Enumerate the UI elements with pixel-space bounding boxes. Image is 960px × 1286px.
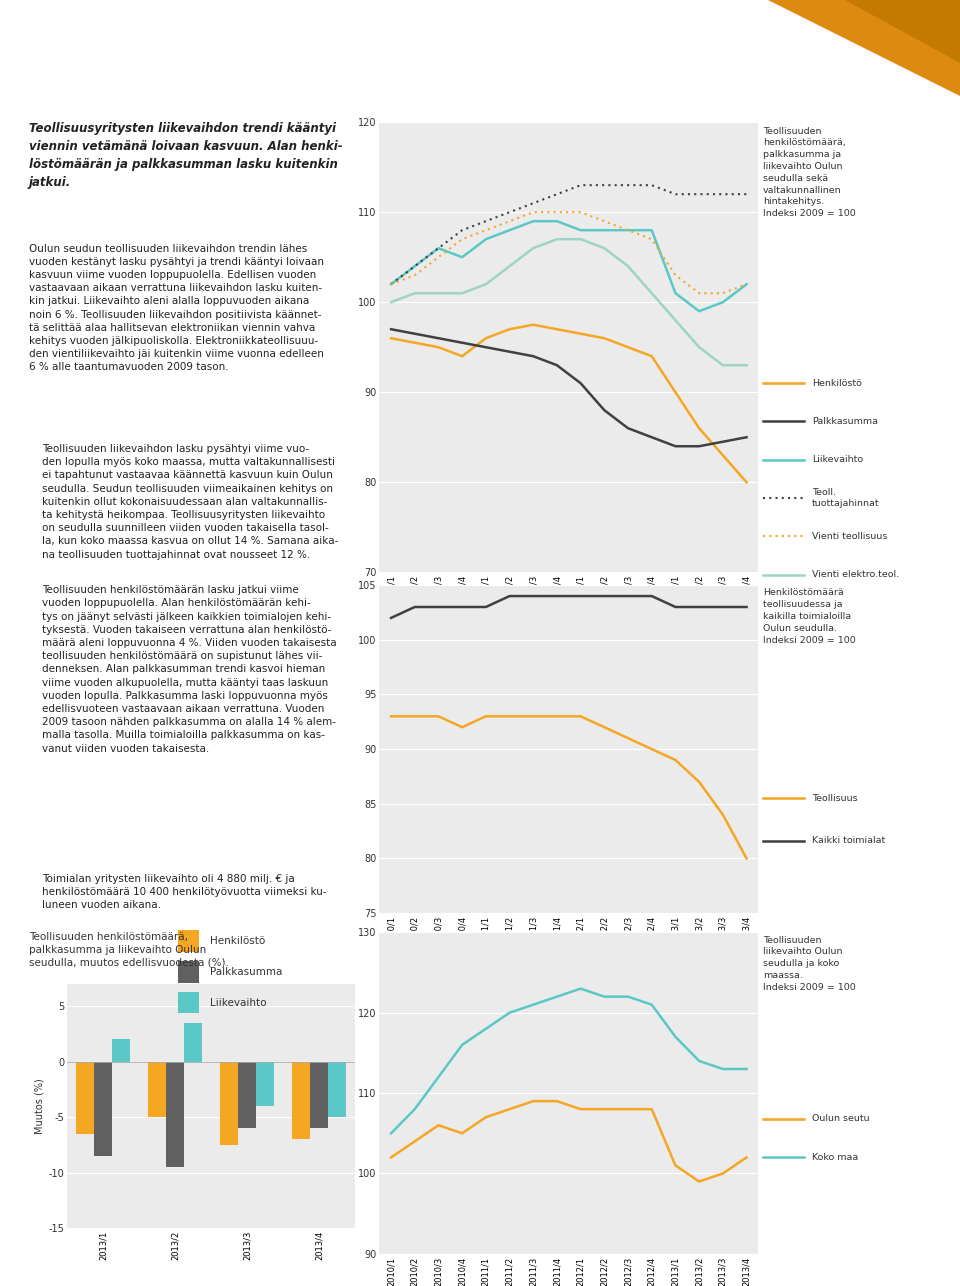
Y-axis label: Muutos (%): Muutos (%) bbox=[35, 1078, 44, 1134]
Text: 6: 6 bbox=[22, 1267, 31, 1280]
Text: Henkilöstö: Henkilöstö bbox=[812, 379, 862, 387]
Text: Vienti teollisuus: Vienti teollisuus bbox=[812, 532, 887, 540]
Bar bbox=[178, 931, 200, 952]
Text: Teollisuuden
henkilöstömäärä,
palkkasumma ja
liikevaihto Oulun
seudulla sekä
val: Teollisuuden henkilöstömäärä, palkkasumm… bbox=[763, 127, 856, 219]
Bar bbox=[112, 1039, 131, 1061]
Bar bbox=[184, 1022, 203, 1061]
Bar bbox=[148, 1061, 166, 1118]
Text: Oulun seutu: Oulun seutu bbox=[812, 1115, 870, 1123]
Text: Liikevaihto: Liikevaihto bbox=[210, 998, 267, 1008]
Bar bbox=[178, 962, 200, 983]
Bar bbox=[292, 1061, 310, 1139]
Bar bbox=[328, 1061, 347, 1118]
Text: Palkkasumma: Palkkasumma bbox=[812, 417, 877, 426]
Text: Teollisuus: Teollisuus bbox=[812, 793, 857, 802]
Polygon shape bbox=[768, 0, 960, 96]
Polygon shape bbox=[845, 0, 960, 63]
Text: Henkilöstö: Henkilöstö bbox=[210, 936, 265, 946]
Bar bbox=[256, 1061, 275, 1106]
Bar bbox=[76, 1061, 94, 1134]
Text: Teollisuuden liikevaihdon lasku pysähtyi viime vuo-
den lopulla myös koko maassa: Teollisuuden liikevaihdon lasku pysähtyi… bbox=[42, 444, 339, 559]
Text: Teollisuuden henkilöstömäärän lasku jatkui viime
vuoden loppupuolella. Alan henk: Teollisuuden henkilöstömäärän lasku jatk… bbox=[42, 585, 337, 754]
Text: Oulun seudun teollisuuden liikevaihdon trendin lähes
vuoden kestänyt lasku pysäh: Oulun seudun teollisuuden liikevaihdon t… bbox=[29, 244, 324, 373]
Bar bbox=[178, 993, 200, 1013]
Text: Liikevaihto: Liikevaihto bbox=[812, 455, 863, 464]
Text: Teollisuus: Teollisuus bbox=[21, 17, 206, 50]
Bar bbox=[238, 1061, 256, 1128]
Text: Teollisuus, sähkö-, kaasu- ja lämpöhuolto, vesi- ja jätevesihuolto, jäte- ja ymp: Teollisuus, sähkö-, kaasu- ja lämpöhuolt… bbox=[21, 75, 608, 84]
Text: Koko maa: Koko maa bbox=[812, 1154, 858, 1161]
Bar bbox=[310, 1061, 328, 1128]
Text: Vienti elektro.teol.: Vienti elektro.teol. bbox=[812, 570, 899, 579]
Text: Teoll.
tuottajahinnat: Teoll. tuottajahinnat bbox=[812, 489, 879, 508]
Text: Teollisuuden
liikevaihto Oulun
seudulla ja koko
maassa.
Indeksi 2009 = 100: Teollisuuden liikevaihto Oulun seudulla … bbox=[763, 936, 856, 992]
Text: Palkkasumma: Palkkasumma bbox=[210, 967, 282, 977]
Bar bbox=[94, 1061, 112, 1156]
Bar bbox=[220, 1061, 238, 1145]
Text: Henkilöstömäärä
teollisuudessa ja
kaikilla toimialoilla
Oulun seudulla.
Indeksi : Henkilöstömäärä teollisuudessa ja kaikil… bbox=[763, 589, 856, 644]
Text: Teollisuusyritysten liikevaihdon trendi kääntyi
viennin vetämänä loivaan kasvuun: Teollisuusyritysten liikevaihdon trendi … bbox=[29, 122, 343, 189]
Text: Kaikki toimialat: Kaikki toimialat bbox=[812, 836, 885, 845]
Text: Teollisuuden henkilöstömäärä,
palkkasumma ja liikevaihto Oulun
seudulla, muutos : Teollisuuden henkilöstömäärä, palkkasumm… bbox=[29, 932, 228, 967]
Bar bbox=[166, 1061, 184, 1168]
Text: Toimialan yritysten liikevaihto oli 4 880 milj. € ja
henkilöstömäärä 10 400 henk: Toimialan yritysten liikevaihto oli 4 88… bbox=[42, 873, 327, 910]
